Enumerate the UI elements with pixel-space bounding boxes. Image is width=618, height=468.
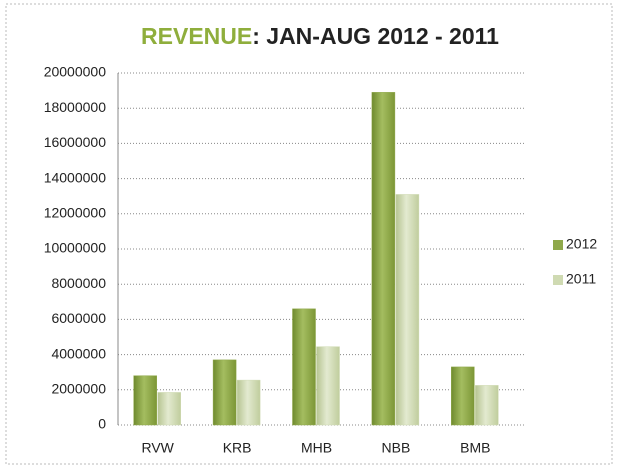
legend-label: 2011 [566, 271, 596, 287]
bar [371, 92, 396, 426]
bar [316, 346, 340, 426]
title-part: REVENUE [141, 23, 252, 49]
chart-title: REVENUE: JAN-AUG 2012 - 2011 [141, 23, 499, 49]
legend-swatch [553, 240, 563, 250]
frame [5, 3, 613, 465]
bar [292, 308, 316, 426]
y-tick-label: 12000000 [44, 205, 107, 221]
bar [451, 366, 475, 426]
bar [212, 359, 237, 426]
bar [236, 379, 261, 426]
x-tick-label: MHB [301, 440, 332, 456]
y-tick-label: 10000000 [44, 240, 107, 256]
legend-swatch [553, 275, 563, 285]
y-tick-label: 20000000 [44, 64, 107, 80]
bar [475, 385, 499, 426]
x-tick-label: RVW [141, 440, 174, 456]
x-tick-label: NBB [382, 440, 411, 456]
y-tick-label: 18000000 [44, 99, 107, 115]
bar [157, 392, 181, 426]
x-tick-label: KRB [223, 440, 252, 456]
y-tick-label: 6000000 [51, 310, 106, 326]
y-tick-label: 16000000 [44, 134, 107, 150]
y-tick-label: 8000000 [51, 275, 106, 291]
y-tick-label: 0 [98, 416, 106, 432]
legend-label: 2012 [566, 236, 597, 252]
bar [395, 194, 420, 426]
bar [133, 375, 157, 426]
title-part: : JAN-AUG 2012 - 2011 [252, 23, 499, 49]
y-tick-label: 14000000 [44, 169, 107, 185]
y-tick-label: 2000000 [51, 381, 106, 397]
y-tick-label: 4000000 [51, 345, 106, 361]
x-tick-label: BMB [460, 440, 490, 456]
